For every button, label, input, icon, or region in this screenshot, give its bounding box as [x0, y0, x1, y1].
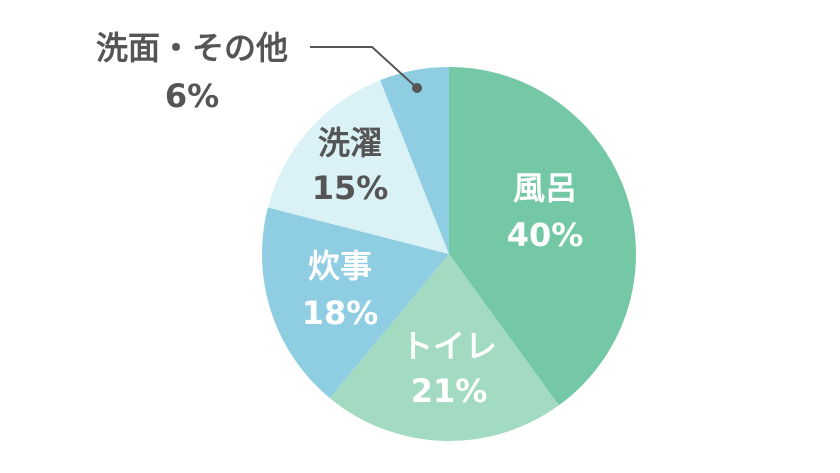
slice-label: トイレ	[401, 327, 497, 365]
pie-slice	[449, 67, 636, 406]
pie-slice	[380, 67, 449, 254]
slice-value-label: 21%	[411, 372, 488, 410]
pie-slice	[267, 80, 449, 254]
pie-slice	[262, 207, 449, 399]
slice-label: 洗濯	[318, 124, 382, 162]
pie	[262, 67, 636, 441]
slice-value-label: 15%	[312, 169, 389, 207]
slice-label: 風呂	[513, 169, 577, 207]
slice-value-label: 6%	[165, 77, 219, 115]
slice-value-label: 18%	[302, 294, 379, 332]
pie-slice	[329, 254, 559, 441]
leader-dot	[412, 83, 422, 93]
slice-label: 炊事	[308, 247, 372, 285]
leader-line	[310, 46, 418, 89]
slice-label: 洗面・その他	[96, 29, 288, 67]
slice-value-label: 40%	[507, 216, 584, 254]
